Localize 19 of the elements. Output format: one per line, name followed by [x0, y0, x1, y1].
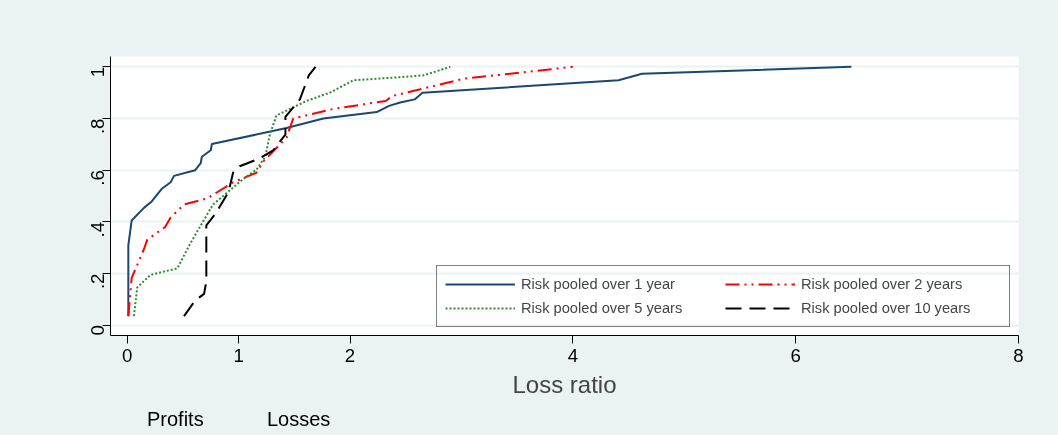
x-tick-label: 1: [233, 344, 244, 366]
x-tick-label: 6: [790, 344, 801, 366]
y-tick-label: .6: [87, 170, 108, 186]
y-tick-label: .4: [87, 221, 108, 238]
legend-label: Risk pooled over 5 years: [521, 300, 684, 316]
x-tick-label: 2: [344, 344, 356, 366]
text: Losses: [267, 407, 332, 432]
x-tick-label: 4: [567, 344, 579, 366]
legend-label: Risk pooled over 10 years: [801, 300, 972, 316]
legend-label: Risk pooled over 1 year: [521, 276, 676, 292]
x-tick-label: 0: [122, 344, 133, 366]
y-tick-label: 0: [87, 325, 108, 336]
x-axis-title: Loss ratio: [512, 370, 617, 398]
y-tick-label: .8: [87, 118, 108, 135]
legend-label: Risk pooled over 2 years: [801, 276, 964, 292]
y-tick-label: .2: [87, 273, 108, 290]
y-tick-label: 1: [87, 66, 108, 78]
x-tick-label: 8: [1013, 344, 1024, 366]
text: Profits: [147, 407, 205, 432]
